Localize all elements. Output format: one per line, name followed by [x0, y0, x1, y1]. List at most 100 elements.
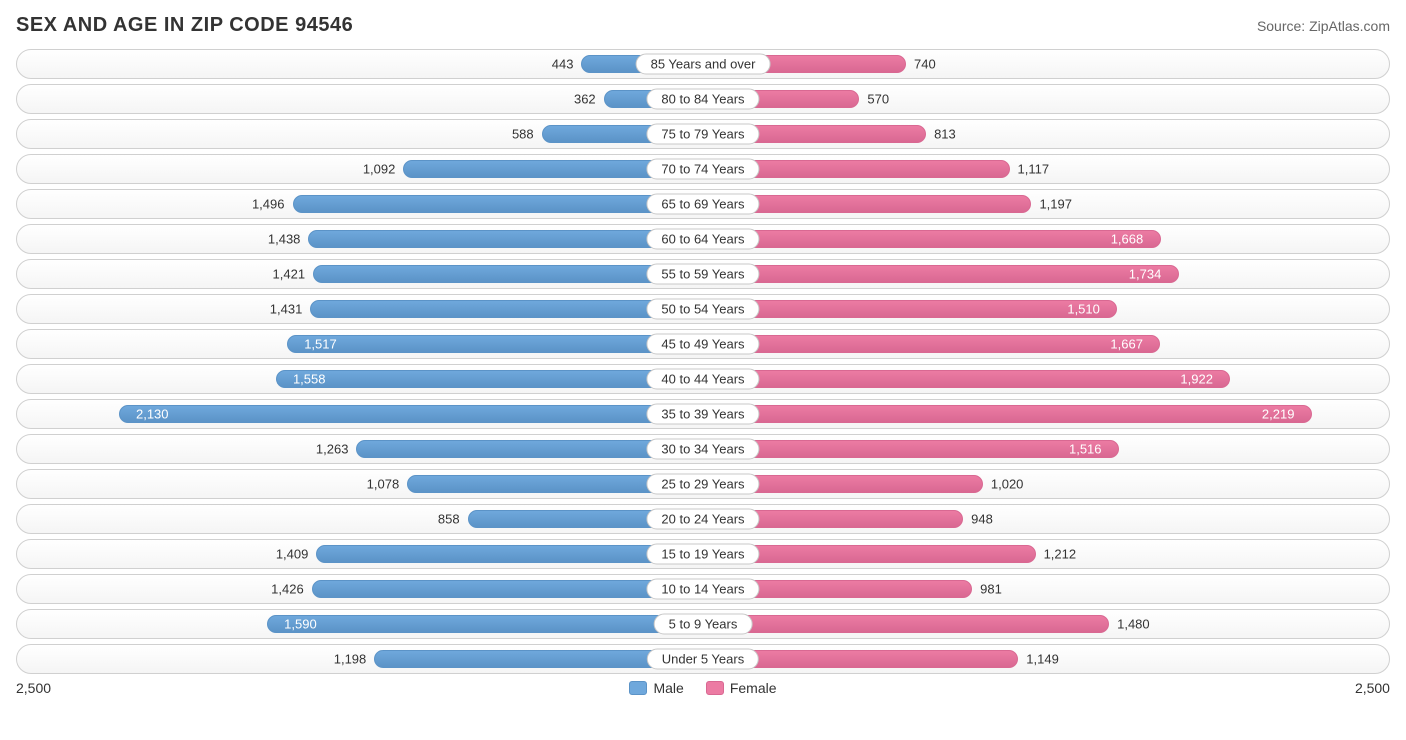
- female-value: 813: [934, 127, 956, 142]
- male-bar: [313, 265, 703, 283]
- male-value: 443: [552, 57, 574, 72]
- male-value: 1,590: [284, 617, 317, 632]
- pyramid-row: 75 to 79 Years 588 813: [16, 119, 1390, 149]
- male-value: 1,426: [271, 582, 304, 597]
- female-value: 570: [867, 92, 889, 107]
- female-value: 1,212: [1044, 547, 1077, 562]
- female-bar: [703, 615, 1109, 633]
- male-bar: [267, 615, 703, 633]
- pyramid-row: 10 to 14 Years 1,426 981: [16, 574, 1390, 604]
- female-value: 1,510: [1067, 302, 1100, 317]
- female-value: 1,020: [991, 477, 1024, 492]
- female-bar: [703, 335, 1160, 353]
- pyramid-row: 25 to 29 Years 1,078 1,020: [16, 469, 1390, 499]
- female-bar: [703, 300, 1117, 318]
- male-bar: [119, 405, 703, 423]
- age-group-label: 15 to 19 Years: [646, 544, 759, 565]
- age-group-label: Under 5 Years: [647, 649, 759, 670]
- age-group-label: 85 Years and over: [636, 54, 771, 75]
- age-group-label: 70 to 74 Years: [646, 159, 759, 180]
- pyramid-row: 30 to 34 Years 1,263 1,516: [16, 434, 1390, 464]
- male-value: 1,431: [270, 302, 303, 317]
- legend-female-swatch: [706, 681, 724, 695]
- male-value: 1,421: [273, 267, 306, 282]
- female-bar: [703, 405, 1312, 423]
- female-value: 1,117: [1018, 162, 1050, 177]
- age-group-label: 80 to 84 Years: [646, 89, 759, 110]
- pyramid-row: 50 to 54 Years 1,431 1,510: [16, 294, 1390, 324]
- female-value: 1,922: [1180, 372, 1213, 387]
- age-group-label: 40 to 44 Years: [646, 369, 759, 390]
- pyramid-row: 20 to 24 Years 858 948: [16, 504, 1390, 534]
- pyramid-row: 15 to 19 Years 1,409 1,212: [16, 539, 1390, 569]
- pyramid-row: 85 Years and over 443 740: [16, 49, 1390, 79]
- age-group-label: 35 to 39 Years: [646, 404, 759, 425]
- age-group-label: 60 to 64 Years: [646, 229, 759, 250]
- age-group-label: 5 to 9 Years: [654, 614, 753, 635]
- chart-header: SEX AND AGE IN ZIP CODE 94546 Source: Zi…: [16, 14, 1390, 37]
- male-value: 1,092: [363, 162, 396, 177]
- female-bar: [703, 230, 1161, 248]
- male-value: 858: [438, 512, 460, 527]
- female-value: 948: [971, 512, 993, 527]
- male-value: 1,517: [304, 337, 337, 352]
- male-value: 1,438: [268, 232, 301, 247]
- pyramid-row: 55 to 59 Years 1,421 1,734: [16, 259, 1390, 289]
- female-value: 1,516: [1069, 442, 1102, 457]
- age-group-label: 20 to 24 Years: [646, 509, 759, 530]
- legend: Male Female: [629, 680, 776, 696]
- male-value: 1,496: [252, 197, 285, 212]
- female-value: 981: [980, 582, 1002, 597]
- chart-source: Source: ZipAtlas.com: [1257, 18, 1390, 34]
- legend-male-swatch: [629, 681, 647, 695]
- female-value: 1,668: [1111, 232, 1144, 247]
- axis-max-left: 2,500: [16, 680, 51, 696]
- pyramid-row: 40 to 44 Years 1,558 1,922: [16, 364, 1390, 394]
- age-group-label: 25 to 29 Years: [646, 474, 759, 495]
- male-bar: [308, 230, 703, 248]
- age-group-label: 55 to 59 Years: [646, 264, 759, 285]
- pyramid-row: 70 to 74 Years 1,092 1,117: [16, 154, 1390, 184]
- pyramid-row: 65 to 69 Years1,4961,197: [16, 189, 1390, 219]
- male-value: 1,409: [276, 547, 309, 562]
- male-bar: [312, 580, 703, 598]
- pyramid-row: 60 to 64 Years 1,438 1,668: [16, 224, 1390, 254]
- male-value: 362: [574, 92, 596, 107]
- pyramid-row: 35 to 39 Years2,1302,219: [16, 399, 1390, 429]
- female-bar: [703, 370, 1230, 388]
- chart-footer: 2,500 Male Female 2,500: [16, 680, 1390, 696]
- age-group-label: 10 to 14 Years: [646, 579, 759, 600]
- legend-female: Female: [706, 680, 777, 696]
- male-value: 1,078: [367, 477, 400, 492]
- legend-female-label: Female: [730, 680, 777, 696]
- age-group-label: 30 to 34 Years: [646, 439, 759, 460]
- male-value: 1,198: [334, 652, 367, 667]
- legend-male-label: Male: [653, 680, 683, 696]
- female-value: 1,734: [1129, 267, 1162, 282]
- female-bar: [703, 265, 1179, 283]
- age-group-label: 50 to 54 Years: [646, 299, 759, 320]
- pyramid-row: 5 to 9 Years1,5901,480: [16, 609, 1390, 639]
- male-bar: [293, 195, 704, 213]
- female-value: 1,149: [1026, 652, 1059, 667]
- male-value: 1,263: [316, 442, 349, 457]
- female-value: 2,219: [1262, 407, 1295, 422]
- female-value: 740: [914, 57, 936, 72]
- male-value: 1,558: [293, 372, 326, 387]
- male-value: 588: [512, 127, 534, 142]
- male-bar: [316, 545, 703, 563]
- age-group-label: 75 to 79 Years: [646, 124, 759, 145]
- legend-male: Male: [629, 680, 683, 696]
- population-pyramid: 85 Years and over 443 740 80 to 84 Years 362…: [16, 49, 1390, 674]
- male-bar: [276, 370, 704, 388]
- pyramid-row: 45 to 49 Years 1,517 1,667: [16, 329, 1390, 359]
- axis-max-right: 2,500: [1355, 680, 1390, 696]
- female-value: 1,667: [1110, 337, 1143, 352]
- chart-title: SEX AND AGE IN ZIP CODE 94546: [16, 14, 353, 37]
- male-bar: [310, 300, 703, 318]
- pyramid-row: 80 to 84 Years 362 570: [16, 84, 1390, 114]
- female-value: 1,197: [1039, 197, 1072, 212]
- age-group-label: 45 to 49 Years: [646, 334, 759, 355]
- pyramid-row: Under 5 Years 1,198 1,149: [16, 644, 1390, 674]
- female-bar: [703, 440, 1119, 458]
